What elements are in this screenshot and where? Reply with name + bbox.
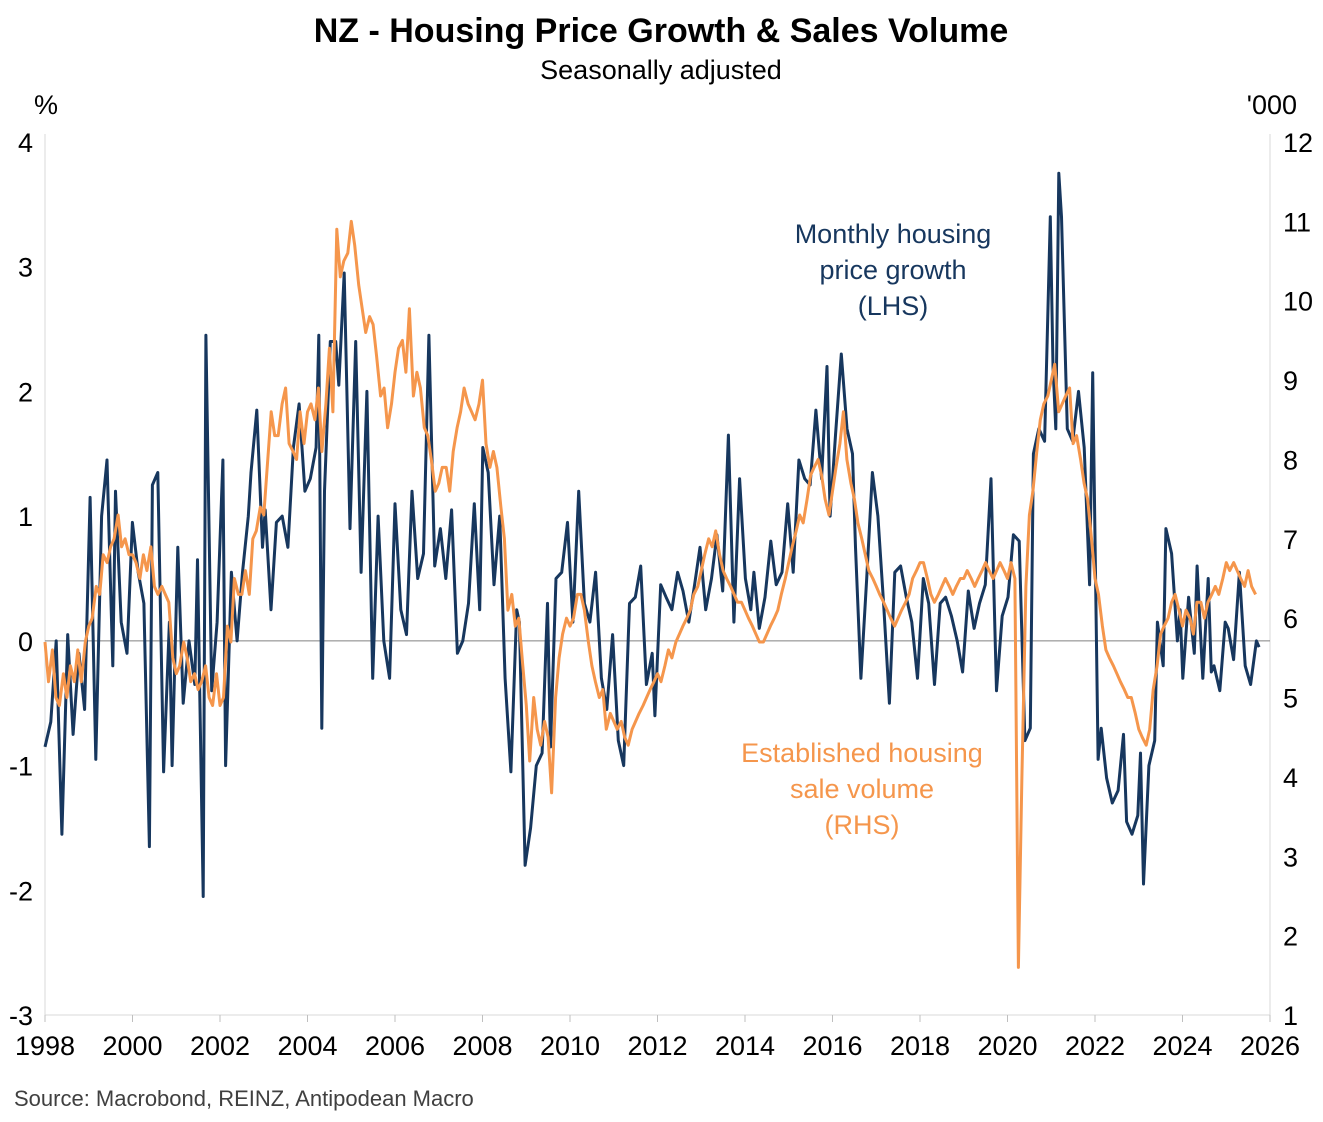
y-left-tick-label: 2 [18, 377, 33, 407]
y-left-tick-label: 3 [18, 253, 33, 283]
y-right-tick-label: 1 [1283, 1001, 1298, 1031]
x-tick-label: 2014 [715, 1031, 775, 1061]
x-tick-label: 2012 [627, 1031, 687, 1061]
chart-title: NZ - Housing Price Growth & Sales Volume [314, 12, 1009, 50]
y-left-tick-label: -3 [9, 1001, 33, 1031]
x-tick-label: 2008 [452, 1031, 512, 1061]
right-axis-unit: '000 [1247, 90, 1297, 120]
y-left-tick-label: 1 [18, 502, 33, 532]
sale-volume-label: sale volume [790, 774, 934, 804]
price-growth-label: price growth [819, 255, 966, 285]
chart-subtitle: Seasonally adjusted [540, 55, 782, 85]
sale-volume-label: Established housing [741, 738, 983, 768]
y-right-tick-label: 8 [1283, 445, 1298, 475]
y-right-tick-label: 5 [1283, 684, 1298, 714]
y-right-tick-label: 10 [1283, 287, 1313, 317]
y-left-tick-label: -1 [9, 752, 33, 782]
y-right-tick-label: 12 [1283, 128, 1313, 158]
x-tick-label: 2024 [1152, 1031, 1212, 1061]
price-growth-label: (LHS) [858, 291, 929, 321]
y-right-tick-label: 9 [1283, 366, 1298, 396]
x-tick-label: 2026 [1240, 1031, 1300, 1061]
y-right-tick-label: 7 [1283, 525, 1298, 555]
price-growth-label: Monthly housing [795, 219, 992, 249]
y-left-tick-label: -2 [9, 876, 33, 906]
x-tick-label: 2016 [802, 1031, 862, 1061]
source-note: Source: Macrobond, REINZ, Antipodean Mac… [14, 1086, 474, 1111]
x-tick-label: 2020 [977, 1031, 1037, 1061]
x-tick-label: 2004 [277, 1031, 337, 1061]
axes-layer: 1998 2000 2002 2004 2006 2008 2010 2012 2014 2016… [9, 128, 1313, 1061]
series-layer [43, 171, 1261, 969]
left-axis-unit: % [34, 90, 58, 120]
y-right-tick-label: 2 [1283, 922, 1298, 952]
y-right-tick-label: 6 [1283, 604, 1298, 634]
x-tick-label: 1998 [15, 1031, 75, 1061]
y-left-tick-label: 0 [18, 627, 33, 657]
x-tick-label: 2002 [190, 1031, 250, 1061]
x-tick-label: 2010 [540, 1031, 600, 1061]
x-tick-label: 2006 [365, 1031, 425, 1061]
price-growth-line [43, 171, 1261, 898]
x-tick-label: 2000 [102, 1031, 162, 1061]
y-left-tick-label: 4 [18, 128, 33, 158]
annotations-layer: Monthly housing price growth (LHS) Establis… [741, 219, 991, 840]
x-tick-label: 2018 [890, 1031, 950, 1061]
sale-volume-label: (RHS) [825, 810, 900, 840]
y-right-tick-label: 4 [1283, 763, 1298, 793]
y-right-tick-label: 3 [1283, 842, 1298, 872]
sale-volume-line [43, 219, 1257, 969]
x-tick-label: 2022 [1065, 1031, 1125, 1061]
y-right-tick-label: 11 [1283, 207, 1311, 237]
